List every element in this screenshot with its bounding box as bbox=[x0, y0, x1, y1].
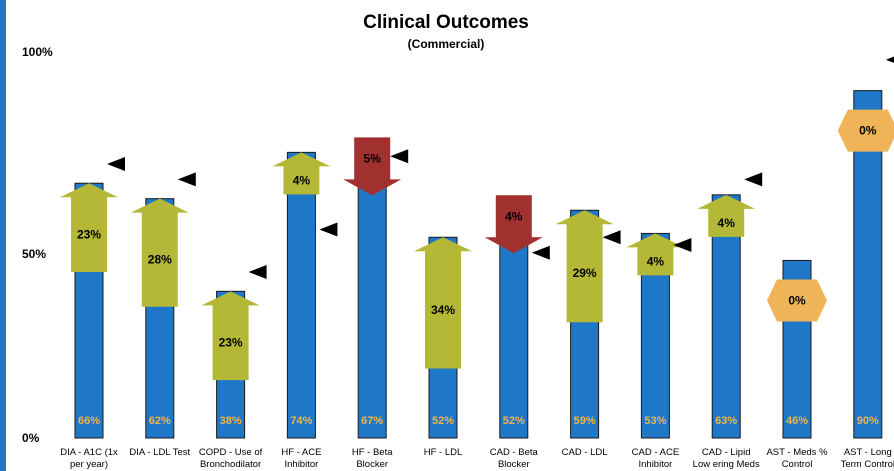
x-category-label-line: Low ering Meds bbox=[693, 459, 760, 470]
x-category-label-line: Inhibitor bbox=[284, 459, 318, 470]
x-category-label-line: Term Control bbox=[841, 459, 894, 470]
bar-value-label: 74% bbox=[290, 415, 312, 427]
benchmark-marker bbox=[673, 238, 692, 252]
x-category-label: HF - ACE Inhibitor bbox=[281, 447, 321, 470]
bar-value-label: 90% bbox=[857, 415, 879, 427]
x-category-label-line: Blocker bbox=[356, 459, 388, 470]
up-arrow bbox=[414, 237, 472, 369]
bars-layer: 66% 62% 38% 74% 67% 52% 52% 59% 53% 63% 46% 90% bbox=[74, 90, 883, 439]
x-category-label-line: per year) bbox=[70, 459, 108, 470]
bar-value-label: 59% bbox=[574, 415, 596, 427]
x-category-label-line: DIA - A1C (1x bbox=[60, 447, 118, 458]
benchmark-marker bbox=[248, 265, 267, 280]
x-category-label: CAD - LDL bbox=[562, 447, 608, 458]
x-category-label: DIA - A1C (1x per year) bbox=[60, 447, 118, 470]
x-category-label: CAD - Beta Blocker bbox=[490, 447, 539, 470]
change-label: 23% bbox=[77, 228, 101, 242]
chart-title: Clinical Outcomes bbox=[363, 12, 529, 33]
change-label: 34% bbox=[431, 303, 455, 317]
x-category-label-line: CAD - Lipid bbox=[702, 447, 751, 458]
bar bbox=[357, 178, 387, 439]
flat-arrow bbox=[837, 109, 894, 152]
x-category-label: HF - Beta Blocker bbox=[352, 447, 393, 470]
bar-value-label: 38% bbox=[220, 415, 242, 427]
y-axis-ticks: 0% 50% 100% bbox=[22, 45, 53, 445]
down-arrow bbox=[343, 137, 402, 196]
benchmark-marker bbox=[319, 222, 338, 237]
bar-value-label: 62% bbox=[149, 415, 171, 427]
change-label: 4% bbox=[647, 254, 665, 268]
up-arrow bbox=[201, 291, 260, 381]
x-category-label-line: HF - LDL bbox=[424, 447, 463, 458]
benchmark-marker bbox=[531, 245, 550, 260]
x-axis-labels: DIA - A1C (1x per year) DIA - LDL Test COPD… bbox=[60, 447, 894, 470]
down-arrow bbox=[484, 195, 543, 254]
x-category-label-line: CAD - Beta bbox=[490, 447, 539, 458]
up-arrow bbox=[272, 152, 331, 195]
change-label: 4% bbox=[505, 209, 523, 223]
chart-subtitle: (Commercial) bbox=[408, 37, 485, 51]
flat-arrow bbox=[767, 279, 827, 322]
bar bbox=[286, 151, 316, 439]
benchmark-marker bbox=[885, 56, 894, 63]
x-category-label-line: DIA - LDL Test bbox=[129, 447, 190, 458]
change-label: 0% bbox=[859, 124, 877, 138]
benchmark-markers-layer bbox=[107, 56, 894, 280]
x-category-label-line: HF - Beta bbox=[352, 447, 393, 458]
x-category-label-line: Blocker bbox=[498, 459, 530, 470]
bar-value-label: 52% bbox=[432, 415, 454, 427]
x-category-label-line: Inhibitor bbox=[638, 459, 672, 470]
change-label: 4% bbox=[718, 216, 736, 230]
x-category-label-line: Control bbox=[782, 459, 813, 470]
up-arrow bbox=[60, 183, 118, 273]
bar-value-label: 67% bbox=[361, 415, 383, 427]
x-category-label: CAD - ACE Inhibitor bbox=[632, 447, 680, 470]
x-category-label: AST - Meds % Control bbox=[766, 447, 828, 470]
x-category-label: CAD - Lipid Low ering Meds bbox=[693, 447, 760, 470]
x-category-label: HF - LDL bbox=[424, 447, 463, 458]
change-label: 23% bbox=[219, 336, 243, 350]
change-label: 5% bbox=[364, 151, 382, 165]
up-arrow bbox=[130, 198, 189, 307]
y-tick-label: 50% bbox=[22, 247, 46, 261]
up-arrow bbox=[697, 194, 756, 237]
x-category-label-line: CAD - LDL bbox=[562, 447, 608, 458]
benchmark-marker bbox=[602, 230, 621, 245]
benchmark-marker bbox=[390, 149, 409, 164]
bar-value-label: 46% bbox=[786, 415, 808, 427]
left-edge-stripe bbox=[0, 0, 6, 471]
bar-value-label: 63% bbox=[715, 415, 737, 427]
bar bbox=[499, 236, 529, 439]
x-category-label-line: HF - ACE bbox=[281, 447, 321, 458]
bar-value-label: 53% bbox=[644, 415, 666, 427]
x-category-label: AST - Long Term Control bbox=[841, 447, 894, 470]
bar-value-label: 52% bbox=[503, 415, 525, 427]
up-arrow bbox=[555, 210, 614, 323]
bar-value-label: 66% bbox=[78, 415, 100, 427]
y-tick-label: 0% bbox=[22, 431, 40, 445]
benchmark-marker bbox=[744, 172, 763, 187]
up-arrow bbox=[626, 233, 685, 276]
change-label: 28% bbox=[148, 253, 172, 267]
change-label: 0% bbox=[788, 293, 806, 307]
x-category-label-line: Bronchodilator bbox=[200, 459, 261, 470]
benchmark-marker bbox=[107, 156, 125, 171]
change-label: 29% bbox=[573, 266, 597, 280]
change-arrows-layer: 23% 28% 23% 4% 5% 34% 4% 29% 4% 4% 0% 0% bbox=[60, 109, 894, 381]
x-category-label-line: COPD - Use of bbox=[199, 447, 263, 458]
x-category-label: COPD - Use of Bronchodilator bbox=[199, 447, 263, 470]
y-tick-label: 100% bbox=[22, 45, 53, 59]
x-category-label-line: CAD - ACE bbox=[632, 447, 680, 458]
x-category-label-line: AST - Meds % bbox=[766, 447, 828, 458]
change-label: 4% bbox=[293, 173, 311, 187]
x-category-label: DIA - LDL Test bbox=[129, 447, 190, 458]
benchmark-marker bbox=[177, 172, 196, 187]
x-category-label-line: AST - Long bbox=[844, 447, 892, 458]
